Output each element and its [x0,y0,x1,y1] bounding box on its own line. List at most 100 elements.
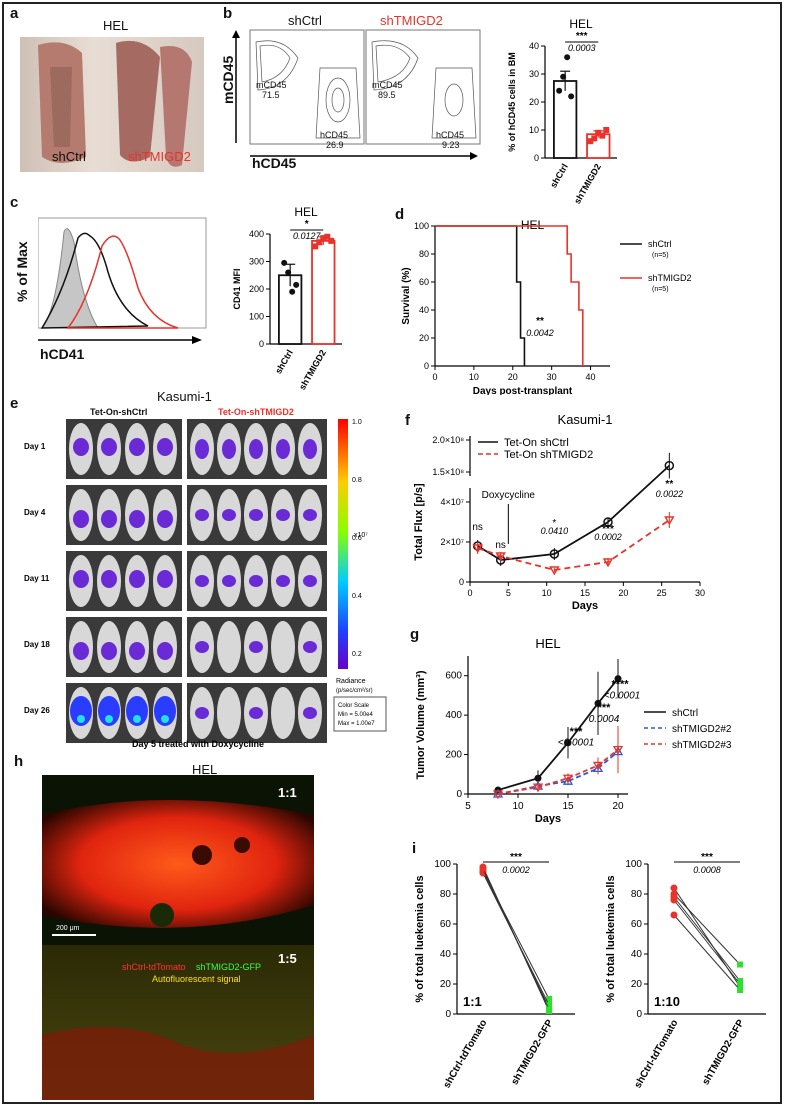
color-scale-title: Color Scale [338,703,370,709]
y-axis-label: Total Flux [p/s] [413,483,425,561]
y-tick-label: 30 [529,69,539,79]
scale-tick: 0.8 [352,477,362,484]
bioluminescence-signal [157,570,173,588]
bone-left-label: shCtrl [52,149,86,164]
data-point [602,558,614,568]
x-tick-label: 5 [506,588,511,598]
legend-label: shTMIGD2 [648,273,692,283]
data-point [603,517,613,527]
sig-26: ** [665,479,673,490]
mouse [217,621,241,673]
x-tick-label: shCtrl-tdTomato [633,1018,681,1090]
p-value: 0.0002 [502,865,530,875]
panel-letter-c: c [10,194,19,211]
legend-n: (n=5) [652,252,669,259]
y-tick-label: 100 [249,312,264,322]
gfp-point [546,996,553,1002]
x-tick-label: shCtrl [273,348,295,376]
x-tick-label: 25 [657,588,667,598]
p-value: 0.0008 [693,865,721,875]
chart-g-tumor: HEL 0 200 400 600 5 10 15 20 Days Tumor Volume (mm… [415,636,732,825]
bioluminescence-signal [249,439,263,459]
y-axis-label: CD41 MFI [232,268,242,309]
mouse [217,687,241,739]
chart-title: Kasumi-1 [558,412,613,427]
bar [586,133,611,159]
y-tick-label: 40 [440,949,452,960]
scale-tick: 0.2 [352,651,362,658]
gfp-point [546,1002,553,1008]
x-tick-label: shCtrl-tdTomato [442,1018,490,1090]
gfp-point [737,981,744,987]
pair-line [673,899,741,985]
y-tick-label: 1.5×10⁸ [432,467,464,477]
data-point [592,761,604,771]
y-tick-label: 60 [631,919,643,930]
hot-spot [161,715,169,723]
tdTomato-point [670,911,678,919]
data-point [562,774,574,784]
y-axis-label: % of total luekemia cells [605,875,617,1002]
y-tick-label: 200 [445,750,462,761]
y-tick-label: 20 [529,97,539,107]
panel-letter-f: f [405,412,410,429]
y-tick-label: 0 [459,577,464,587]
data-point [591,135,598,142]
mouse [271,687,295,739]
data-point [549,566,560,576]
data-point [595,129,602,136]
ratio-label: 1:10 [654,994,680,1009]
y-tick-label: 400 [445,710,462,721]
sig-stars: *** [510,852,522,863]
panel-letter-g: g [410,626,420,643]
y-tick-label: 2.0×10⁸ [432,435,464,445]
bioluminescence-signal [195,641,209,653]
series-line [497,750,619,795]
bone-photo: shCtrl shTMIGD2 [20,37,204,172]
survival-line [435,225,526,366]
panel-letter-e: e [10,395,19,412]
ratio-label: 1:1 [463,994,482,1009]
bioluminescence-signal [98,696,120,726]
sig-18: *** [598,702,612,714]
x-tick-label: 10 [469,372,479,382]
tdTomato-point [670,884,678,892]
data-point [281,259,288,266]
gate-m-right: mCD45 [372,80,403,90]
p-18: 0.0004 [589,714,620,725]
legend-red: shCtrl-tdTomato [122,962,186,972]
doxycycline-label: Doxycycline [482,490,536,501]
y-tick-label: 2×10⁷ [440,537,464,547]
flow-plots [232,29,481,160]
legend-label: shCtrl [648,239,672,249]
y-tick-label: 60 [419,277,429,287]
data-point [312,243,319,250]
p-20: <0.0001 [604,690,640,701]
y-axis-label: Survival (%) [401,267,412,324]
bioluminescence-signal [276,439,290,459]
y-tick-label: 80 [631,889,643,900]
y-tick-label: 10 [529,125,539,135]
bioluminescence-signal [157,438,173,456]
color-scale-bar [338,419,348,669]
y-tick-label: 80 [419,249,429,259]
bioluminescence-signal [222,509,236,521]
y-tick-label: 400 [249,229,264,239]
x-tick-label: shTMIGD2 [297,348,328,392]
sig-20: **** [611,679,629,691]
bioluminescence-signal [303,707,317,719]
data-point [564,739,572,747]
x-axis-label: Days [572,600,598,612]
data-point [492,790,504,800]
sig-stars: ** [536,316,544,327]
x-tick-label: 15 [562,801,574,812]
panel-e-title: Kasumi-1 [157,389,212,404]
bioluminescence-signal [129,642,145,660]
series-line [497,678,619,791]
bioluminescence-signal [101,510,117,528]
bioluminescence-signal [249,641,263,653]
hist-y-axis: % of Max [14,241,30,302]
y-tick-label: 100 [625,859,642,870]
bioluminescence-signal [157,510,173,528]
bioluminescence-signal [195,509,209,521]
